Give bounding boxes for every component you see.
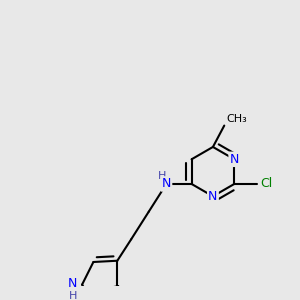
- Text: CH₃: CH₃: [226, 114, 247, 124]
- Text: H: H: [68, 291, 77, 300]
- Text: Cl: Cl: [260, 178, 273, 190]
- Text: N: N: [68, 277, 77, 290]
- Text: H: H: [158, 170, 166, 181]
- Text: N: N: [162, 178, 171, 190]
- Text: N: N: [230, 153, 239, 166]
- Text: N: N: [208, 190, 218, 203]
